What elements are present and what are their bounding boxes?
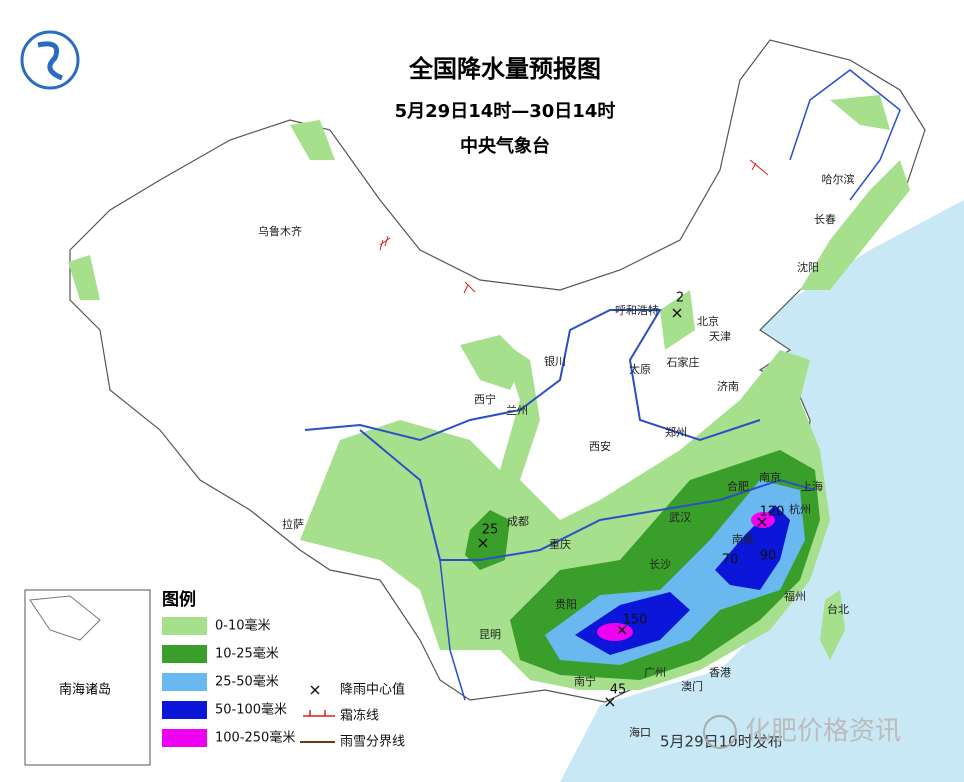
city-label: 呼和浩特	[615, 303, 659, 317]
legend-title: 图例	[162, 589, 196, 610]
legend-swatch	[162, 617, 207, 635]
rain-0-10	[830, 95, 890, 130]
yangtze-river	[359, 429, 816, 561]
rain-0-10	[290, 120, 335, 160]
rain-0-10	[820, 590, 845, 660]
city-label: 合肥	[727, 479, 749, 493]
city-label: 成都	[507, 515, 529, 528]
rain-10-25	[465, 510, 510, 570]
rain-areas	[68, 95, 910, 690]
rain-50-100	[575, 592, 690, 655]
city-label: 哈尔滨	[822, 172, 855, 186]
city-label: 银川	[544, 354, 566, 368]
city-label: 广州	[644, 666, 666, 679]
center-marker	[605, 697, 615, 707]
frost-lines	[379, 159, 769, 294]
issuer: 中央气象台	[460, 135, 550, 157]
issued-date: 5月29日10时发布	[660, 733, 783, 751]
river	[789, 69, 901, 201]
city-label: 济南	[717, 379, 739, 393]
rain-0-10	[800, 160, 910, 290]
city-label: 北京	[697, 314, 719, 328]
title: 全国降水量预报图	[408, 55, 601, 83]
legend: 0-10毫米 10-25毫米 25-50毫米 50-100毫米 100-250毫米 降雨中…	[162, 617, 405, 750]
legend-symbol-label: 雨雪分界线	[340, 735, 405, 750]
inset-coast	[29, 595, 101, 641]
city-label: 太原	[629, 363, 651, 376]
center-marker	[617, 625, 627, 635]
center-marker	[757, 517, 767, 527]
city-label: 杭州	[789, 502, 811, 516]
legend-symbol-label: 降雨中心值	[340, 682, 405, 698]
rain-center-value: 90	[760, 549, 777, 564]
inset-label: 南海诸岛	[59, 682, 111, 698]
rain-100-250	[751, 512, 775, 528]
yellow-river	[304, 309, 761, 442]
city-label: 海口	[629, 725, 651, 739]
logo	[20, 30, 80, 90]
rain-0-10	[660, 290, 695, 350]
watermark: 化肥价格资讯	[703, 715, 901, 749]
subtitle: 5月29日14时—30日14时	[395, 101, 616, 122]
city-label: 兰州	[506, 404, 528, 417]
city-label: 武汉	[669, 511, 691, 524]
legend-symbol-label: 霜冻线	[340, 708, 379, 724]
city-label: 贵阳	[555, 598, 577, 611]
legend-swatch	[162, 729, 207, 747]
city-label: 天津	[709, 330, 731, 343]
city-label: 南京	[759, 470, 781, 484]
city-label: 台北	[827, 602, 849, 616]
rain-centers: 2 25 120 70 90 150 45	[478, 291, 785, 707]
legend-swatch	[162, 673, 207, 691]
rain-center-value: 2	[676, 291, 684, 306]
frost-line-symbol	[303, 710, 335, 717]
city-label: 长春	[814, 213, 836, 226]
city-label: 香港	[709, 666, 731, 679]
city-label: 南昌	[732, 533, 754, 546]
rain-center-value: 45	[610, 683, 627, 698]
center-marker	[310, 685, 320, 695]
city-label: 重庆	[549, 537, 571, 551]
city-label: 西宁	[474, 392, 496, 406]
river	[439, 559, 466, 701]
center-marker	[672, 308, 682, 318]
legend-label: 0-10毫米	[215, 618, 271, 634]
city-label: 南宁	[574, 674, 596, 688]
city-label: 澳门	[681, 679, 703, 693]
rain-center-value: 120	[760, 505, 785, 520]
legend-label: 25-50毫米	[215, 674, 279, 690]
legend-label: 100-250毫米	[215, 730, 295, 746]
ocean	[560, 200, 964, 782]
rain-0-10	[68, 255, 100, 300]
city-label: 上海	[801, 479, 823, 493]
city-label: 拉萨	[282, 517, 304, 531]
legend-swatch	[162, 701, 207, 719]
legend-swatch	[162, 645, 207, 663]
rain-center-value: 25	[482, 523, 499, 538]
city-label: 长沙	[649, 558, 671, 571]
city-label: 乌鲁木齐	[258, 224, 302, 238]
rain-center-value: 70	[722, 553, 739, 568]
city-label: 郑州	[665, 425, 687, 439]
rain-0-10	[460, 335, 525, 390]
center-marker	[478, 538, 488, 548]
city-label: 沈阳	[797, 260, 819, 274]
city-label: 福州	[784, 589, 806, 603]
city-label: 西安	[589, 439, 611, 453]
city-label: 石家庄	[667, 355, 700, 369]
watermark-text: 化肥价格资讯	[745, 717, 901, 747]
rain-center-value: 150	[623, 613, 648, 628]
rain-50-100	[715, 505, 790, 590]
legend-label: 50-100毫米	[215, 702, 287, 718]
legend-label: 10-25毫米	[215, 646, 279, 662]
city-label: 昆明	[479, 628, 501, 641]
